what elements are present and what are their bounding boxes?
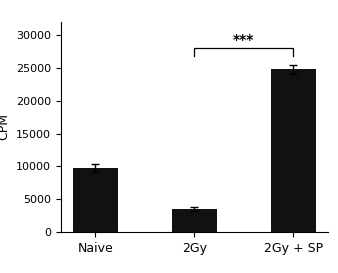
Bar bbox=[172, 209, 217, 232]
Bar bbox=[73, 168, 118, 232]
Text: ***: *** bbox=[233, 33, 255, 47]
Y-axis label: CPM: CPM bbox=[0, 114, 10, 140]
Bar bbox=[271, 69, 316, 232]
